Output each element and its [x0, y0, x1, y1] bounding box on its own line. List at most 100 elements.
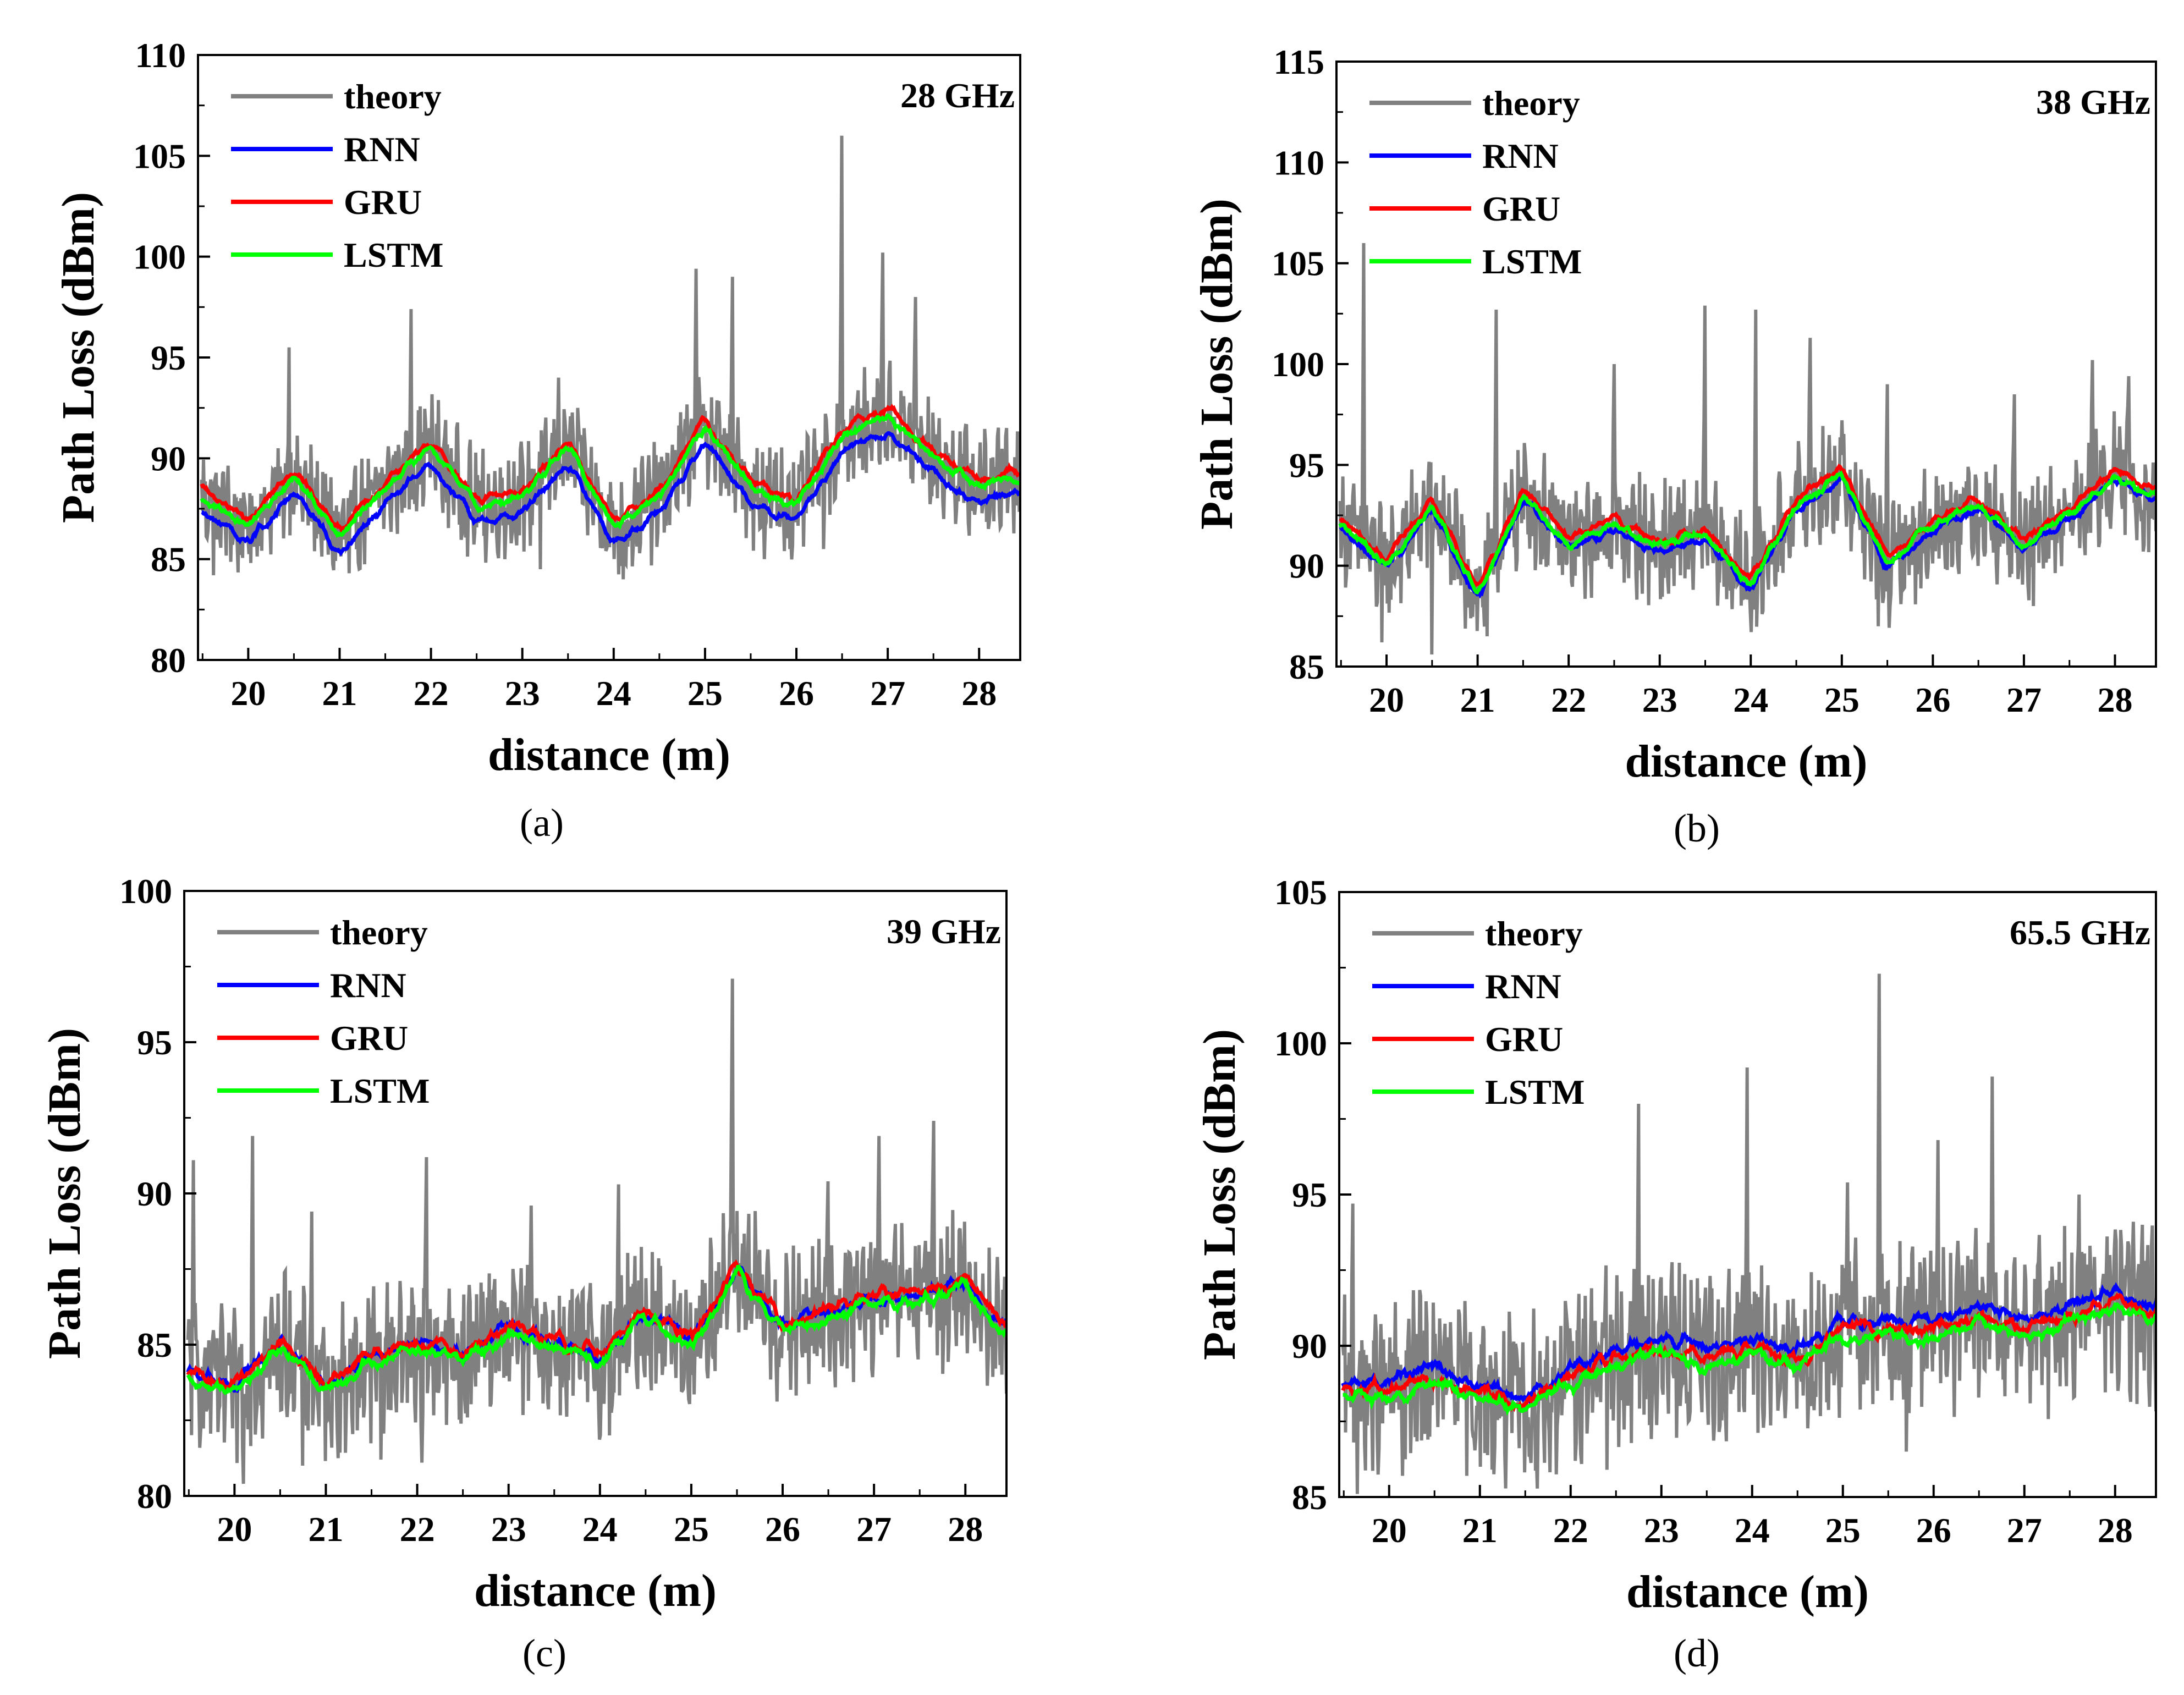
x-tick-label: 26 — [765, 1510, 800, 1549]
x-tick-label: 28 — [961, 674, 997, 713]
x-tick-label: 26 — [1916, 1511, 1951, 1550]
y-tick-label: 100 — [133, 238, 186, 277]
y-axis-title: Path Loss (dBm) — [39, 1028, 90, 1359]
frequency-label: 39 GHz — [887, 912, 1001, 951]
legend-label-rnn: RNN — [330, 966, 406, 1005]
y-tick-label: 105 — [1272, 244, 1324, 283]
x-tick-label: 20 — [1369, 680, 1404, 719]
y-tick-label: 85 — [151, 540, 186, 579]
x-tick-label: 22 — [414, 674, 449, 713]
y-tick-label: 90 — [1292, 1327, 1327, 1366]
plot-frame — [197, 54, 1021, 661]
x-tick-label: 27 — [2006, 680, 2042, 719]
series-lstm-line — [1338, 470, 2156, 595]
y-axis-title: Path Loss (dBm) — [53, 192, 104, 523]
x-tick-label: 24 — [1735, 1511, 1770, 1550]
y-tick-label: 95 — [1289, 445, 1324, 485]
y-tick-label: 95 — [1292, 1175, 1327, 1214]
y-tick-label: 95 — [151, 338, 186, 377]
y-axis-title: Path Loss (dBm) — [1191, 199, 1242, 530]
x-tick-label: 25 — [687, 674, 723, 713]
legend-label-gru: GRU — [330, 1019, 408, 1058]
x-tick-label: 23 — [1644, 1511, 1679, 1550]
legend-label-gru: GRU — [344, 183, 422, 222]
series-rnn-line — [1341, 1282, 2156, 1406]
chart-panel-a: 80 85 90 95 100 105 110 20 21 22 23 24 25 26 27 28 dista… — [53, 36, 1021, 845]
y-tick-label: 110 — [1274, 143, 1324, 182]
chart-panel-d: 85 90 95 100 105 20 21 22 23 24 25 26 27 28 distance (… — [1194, 873, 2157, 1675]
x-axis-title: distance (m) — [474, 1565, 717, 1616]
panel-caption: (c) — [522, 1631, 566, 1675]
plot-area — [186, 978, 1006, 1484]
legend-label-rnn: RNN — [1482, 136, 1559, 175]
x-tick-label: 22 — [1551, 680, 1586, 719]
series-gru-line — [1339, 464, 2156, 588]
x-tick-label: 27 — [2007, 1511, 2042, 1550]
x-tick-label: 21 — [1460, 680, 1495, 719]
series-theory-line — [1338, 243, 2156, 655]
y-tick-label: 115 — [1274, 42, 1324, 81]
x-tick-label: 28 — [2098, 1511, 2133, 1550]
series-theory-line — [186, 978, 1006, 1484]
y-tick-label: 100 — [1272, 345, 1324, 384]
x-tick-label: 28 — [948, 1510, 983, 1549]
x-tick-label: 26 — [1915, 680, 1950, 719]
x-axis-title: distance (m) — [1626, 1566, 1869, 1617]
y-tick-label: 85 — [1289, 647, 1324, 686]
series-rnn-line — [201, 431, 1020, 557]
legend: theory RNN GRU LSTM — [1369, 84, 1582, 281]
legend: theory RNN GRU LSTM — [231, 77, 443, 274]
x-tick-label: 22 — [400, 1510, 435, 1549]
x-axis-title: distance (m) — [1625, 736, 1868, 787]
legend: theory RNN GRU LSTM — [217, 913, 430, 1110]
x-tick-label: 23 — [1642, 680, 1677, 719]
y-tick-label: 110 — [135, 36, 186, 75]
plot-area — [1338, 243, 2156, 655]
y-axis-title: Path Loss (dBm) — [1194, 1029, 1245, 1360]
legend-label-rnn: RNN — [1485, 967, 1561, 1006]
series-lstm-line — [1343, 1302, 2156, 1416]
legend-label-theory: theory — [1485, 914, 1583, 953]
legend-label-rnn: RNN — [344, 130, 420, 169]
x-tick-label: 20 — [1372, 1511, 1407, 1550]
x-tick-label: 27 — [870, 674, 905, 713]
series-theory-line — [1341, 973, 2156, 1494]
y-tick-label: 90 — [151, 439, 186, 478]
legend-label-theory: theory — [330, 913, 428, 952]
x-tick-label: 25 — [674, 1510, 709, 1549]
x-tick-label: 24 — [582, 1510, 618, 1549]
legend-label-gru: GRU — [1482, 189, 1560, 228]
y-tick-label: 80 — [137, 1477, 172, 1516]
x-tick-label: 25 — [1824, 680, 1860, 719]
x-tick-label: 20 — [217, 1510, 252, 1549]
x-tick-label: 28 — [2098, 680, 2133, 719]
y-tick-label: 100 — [1274, 1024, 1327, 1063]
series-gru-line — [200, 403, 1020, 534]
frequency-label: 28 GHz — [900, 76, 1015, 115]
y-tick-label: 105 — [133, 136, 186, 175]
x-tick-label: 27 — [856, 1510, 892, 1549]
legend-label-lstm: LSTM — [1485, 1072, 1585, 1111]
legend-label-lstm: LSTM — [1482, 242, 1582, 281]
panel-caption: (d) — [1674, 1631, 1720, 1675]
frequency-label: 38 GHz — [2036, 82, 2150, 122]
x-tick-label: 21 — [322, 674, 357, 713]
y-tick-label: 90 — [1289, 547, 1324, 586]
chart-panel-c: 80 85 90 95 100 20 21 22 23 24 25 26 27 28 distance (m… — [39, 872, 1008, 1675]
x-tick-label: 24 — [1733, 680, 1768, 719]
y-tick-label: 90 — [137, 1174, 172, 1213]
frequency-label: 65.5 GHz — [2010, 913, 2150, 952]
series-lstm-line — [200, 413, 1020, 538]
legend-label-lstm: LSTM — [330, 1071, 430, 1110]
plot-area — [200, 135, 1020, 580]
legend-label-gru: GRU — [1485, 1020, 1563, 1059]
y-tick-label: 80 — [151, 641, 186, 680]
panel-caption: (b) — [1674, 806, 1720, 850]
y-tick-label: 95 — [137, 1023, 172, 1062]
y-tick-label: 85 — [137, 1325, 172, 1364]
x-tick-label: 23 — [491, 1510, 526, 1549]
legend: theory RNN GRU LSTM — [1372, 914, 1585, 1111]
y-tick-label: 85 — [1292, 1478, 1327, 1517]
series-theory-line — [200, 135, 1020, 580]
